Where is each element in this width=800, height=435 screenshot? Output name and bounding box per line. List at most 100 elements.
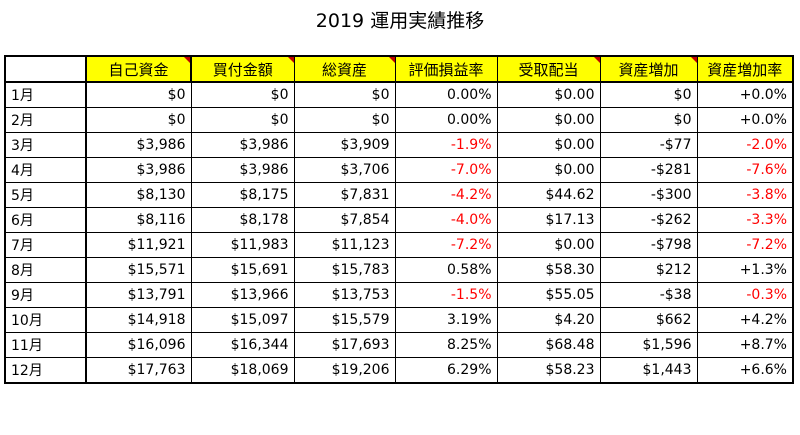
- cell-dividends[interactable]: $58.23: [496, 357, 601, 384]
- cell-dividends[interactable]: $58.30: [496, 257, 601, 283]
- cell-total-assets[interactable]: $11,123: [293, 232, 396, 258]
- cell-asset-increase[interactable]: -$38: [599, 282, 698, 308]
- cell-unrealized-pl-rate[interactable]: -1.5%: [394, 282, 498, 308]
- cell-own-funds[interactable]: $14,918: [85, 307, 192, 333]
- cell-purchase-amount[interactable]: $16,344: [190, 332, 295, 358]
- cell-purchase-amount[interactable]: $11,983: [190, 232, 295, 258]
- cell-asset-increase-rate[interactable]: +8.7%: [696, 332, 794, 358]
- cell-total-assets[interactable]: $15,579: [293, 307, 396, 333]
- cell-month[interactable]: 9月: [4, 282, 87, 308]
- cell-unrealized-pl-rate[interactable]: -1.9%: [394, 132, 498, 158]
- cell-asset-increase[interactable]: $212: [599, 257, 698, 283]
- cell-purchase-amount[interactable]: $18,069: [190, 357, 295, 384]
- cell-asset-increase-rate[interactable]: +0.0%: [696, 107, 794, 133]
- cell-own-funds[interactable]: $3,986: [85, 157, 192, 183]
- cell-total-assets[interactable]: $3,706: [293, 157, 396, 183]
- cell-purchase-amount[interactable]: $3,986: [190, 132, 295, 158]
- header-cell-asset-increase-rate[interactable]: 資産増加率: [696, 55, 794, 83]
- cell-own-funds[interactable]: $11,921: [85, 232, 192, 258]
- cell-asset-increase[interactable]: -$300: [599, 182, 698, 208]
- cell-asset-increase[interactable]: $662: [599, 307, 698, 333]
- cell-own-funds[interactable]: $15,571: [85, 257, 192, 283]
- cell-month[interactable]: 11月: [4, 332, 87, 358]
- cell-asset-increase[interactable]: -$798: [599, 232, 698, 258]
- cell-unrealized-pl-rate[interactable]: -4.0%: [394, 207, 498, 233]
- cell-purchase-amount[interactable]: $8,175: [190, 182, 295, 208]
- header-cell-month[interactable]: [4, 55, 87, 83]
- cell-total-assets[interactable]: $15,783: [293, 257, 396, 283]
- cell-month[interactable]: 10月: [4, 307, 87, 333]
- cell-total-assets[interactable]: $7,854: [293, 207, 396, 233]
- cell-asset-increase[interactable]: $0: [599, 81, 698, 108]
- header-cell-asset-increase[interactable]: 資産増加: [599, 55, 698, 83]
- cell-dividends[interactable]: $17.13: [496, 207, 601, 233]
- cell-own-funds[interactable]: $8,116: [85, 207, 192, 233]
- header-cell-own-funds[interactable]: 自己資金: [85, 55, 192, 83]
- header-cell-purchase-amount[interactable]: 買付金額: [190, 55, 295, 83]
- cell-own-funds[interactable]: $13,791: [85, 282, 192, 308]
- cell-month[interactable]: 1月: [4, 81, 87, 108]
- cell-own-funds[interactable]: $0: [85, 107, 192, 133]
- cell-unrealized-pl-rate[interactable]: -7.0%: [394, 157, 498, 183]
- cell-dividends[interactable]: $0.00: [496, 81, 601, 108]
- cell-dividends[interactable]: $68.48: [496, 332, 601, 358]
- cell-unrealized-pl-rate[interactable]: 3.19%: [394, 307, 498, 333]
- header-cell-total-assets[interactable]: 総資産: [293, 55, 396, 83]
- cell-unrealized-pl-rate[interactable]: 0.58%: [394, 257, 498, 283]
- cell-asset-increase-rate[interactable]: +1.3%: [696, 257, 794, 283]
- cell-asset-increase[interactable]: $0: [599, 107, 698, 133]
- cell-asset-increase-rate[interactable]: -3.8%: [696, 182, 794, 208]
- cell-purchase-amount[interactable]: $3,986: [190, 157, 295, 183]
- cell-total-assets[interactable]: $17,693: [293, 332, 396, 358]
- cell-unrealized-pl-rate[interactable]: 8.25%: [394, 332, 498, 358]
- cell-month[interactable]: 7月: [4, 232, 87, 258]
- cell-asset-increase-rate[interactable]: +4.2%: [696, 307, 794, 333]
- cell-dividends[interactable]: $4.20: [496, 307, 601, 333]
- cell-month[interactable]: 2月: [4, 107, 87, 133]
- cell-unrealized-pl-rate[interactable]: 0.00%: [394, 107, 498, 133]
- cell-asset-increase-rate[interactable]: -3.3%: [696, 207, 794, 233]
- cell-total-assets[interactable]: $19,206: [293, 357, 396, 384]
- cell-total-assets[interactable]: $7,831: [293, 182, 396, 208]
- cell-asset-increase[interactable]: -$262: [599, 207, 698, 233]
- cell-total-assets[interactable]: $13,753: [293, 282, 396, 308]
- cell-purchase-amount[interactable]: $15,097: [190, 307, 295, 333]
- cell-asset-increase[interactable]: $1,443: [599, 357, 698, 384]
- cell-dividends[interactable]: $0.00: [496, 132, 601, 158]
- cell-purchase-amount[interactable]: $0: [190, 81, 295, 108]
- header-cell-unrealized-pl-rate[interactable]: 評価損益率: [394, 55, 498, 83]
- cell-asset-increase-rate[interactable]: -2.0%: [696, 132, 794, 158]
- cell-dividends[interactable]: $0.00: [496, 232, 601, 258]
- cell-asset-increase-rate[interactable]: -7.2%: [696, 232, 794, 258]
- cell-purchase-amount[interactable]: $8,178: [190, 207, 295, 233]
- cell-purchase-amount[interactable]: $13,966: [190, 282, 295, 308]
- cell-dividends[interactable]: $0.00: [496, 157, 601, 183]
- cell-dividends[interactable]: $55.05: [496, 282, 601, 308]
- cell-asset-increase-rate[interactable]: +0.0%: [696, 81, 794, 108]
- cell-unrealized-pl-rate[interactable]: -4.2%: [394, 182, 498, 208]
- cell-month[interactable]: 3月: [4, 132, 87, 158]
- cell-purchase-amount[interactable]: $15,691: [190, 257, 295, 283]
- cell-own-funds[interactable]: $17,763: [85, 357, 192, 384]
- cell-month[interactable]: 12月: [4, 357, 87, 384]
- cell-month[interactable]: 8月: [4, 257, 87, 283]
- cell-own-funds[interactable]: $8,130: [85, 182, 192, 208]
- cell-asset-increase-rate[interactable]: -7.6%: [696, 157, 794, 183]
- header-cell-dividends[interactable]: 受取配当: [496, 55, 601, 83]
- cell-unrealized-pl-rate[interactable]: -7.2%: [394, 232, 498, 258]
- cell-total-assets[interactable]: $0: [293, 107, 396, 133]
- cell-asset-increase[interactable]: $1,596: [599, 332, 698, 358]
- cell-month[interactable]: 4月: [4, 157, 87, 183]
- cell-month[interactable]: 5月: [4, 182, 87, 208]
- cell-dividends[interactable]: $44.62: [496, 182, 601, 208]
- cell-unrealized-pl-rate[interactable]: 6.29%: [394, 357, 498, 384]
- cell-own-funds[interactable]: $16,096: [85, 332, 192, 358]
- cell-month[interactable]: 6月: [4, 207, 87, 233]
- cell-dividends[interactable]: $0.00: [496, 107, 601, 133]
- cell-purchase-amount[interactable]: $0: [190, 107, 295, 133]
- cell-asset-increase-rate[interactable]: -0.3%: [696, 282, 794, 308]
- cell-own-funds[interactable]: $3,986: [85, 132, 192, 158]
- cell-unrealized-pl-rate[interactable]: 0.00%: [394, 81, 498, 108]
- cell-asset-increase-rate[interactable]: +6.6%: [696, 357, 794, 384]
- cell-asset-increase[interactable]: -$77: [599, 132, 698, 158]
